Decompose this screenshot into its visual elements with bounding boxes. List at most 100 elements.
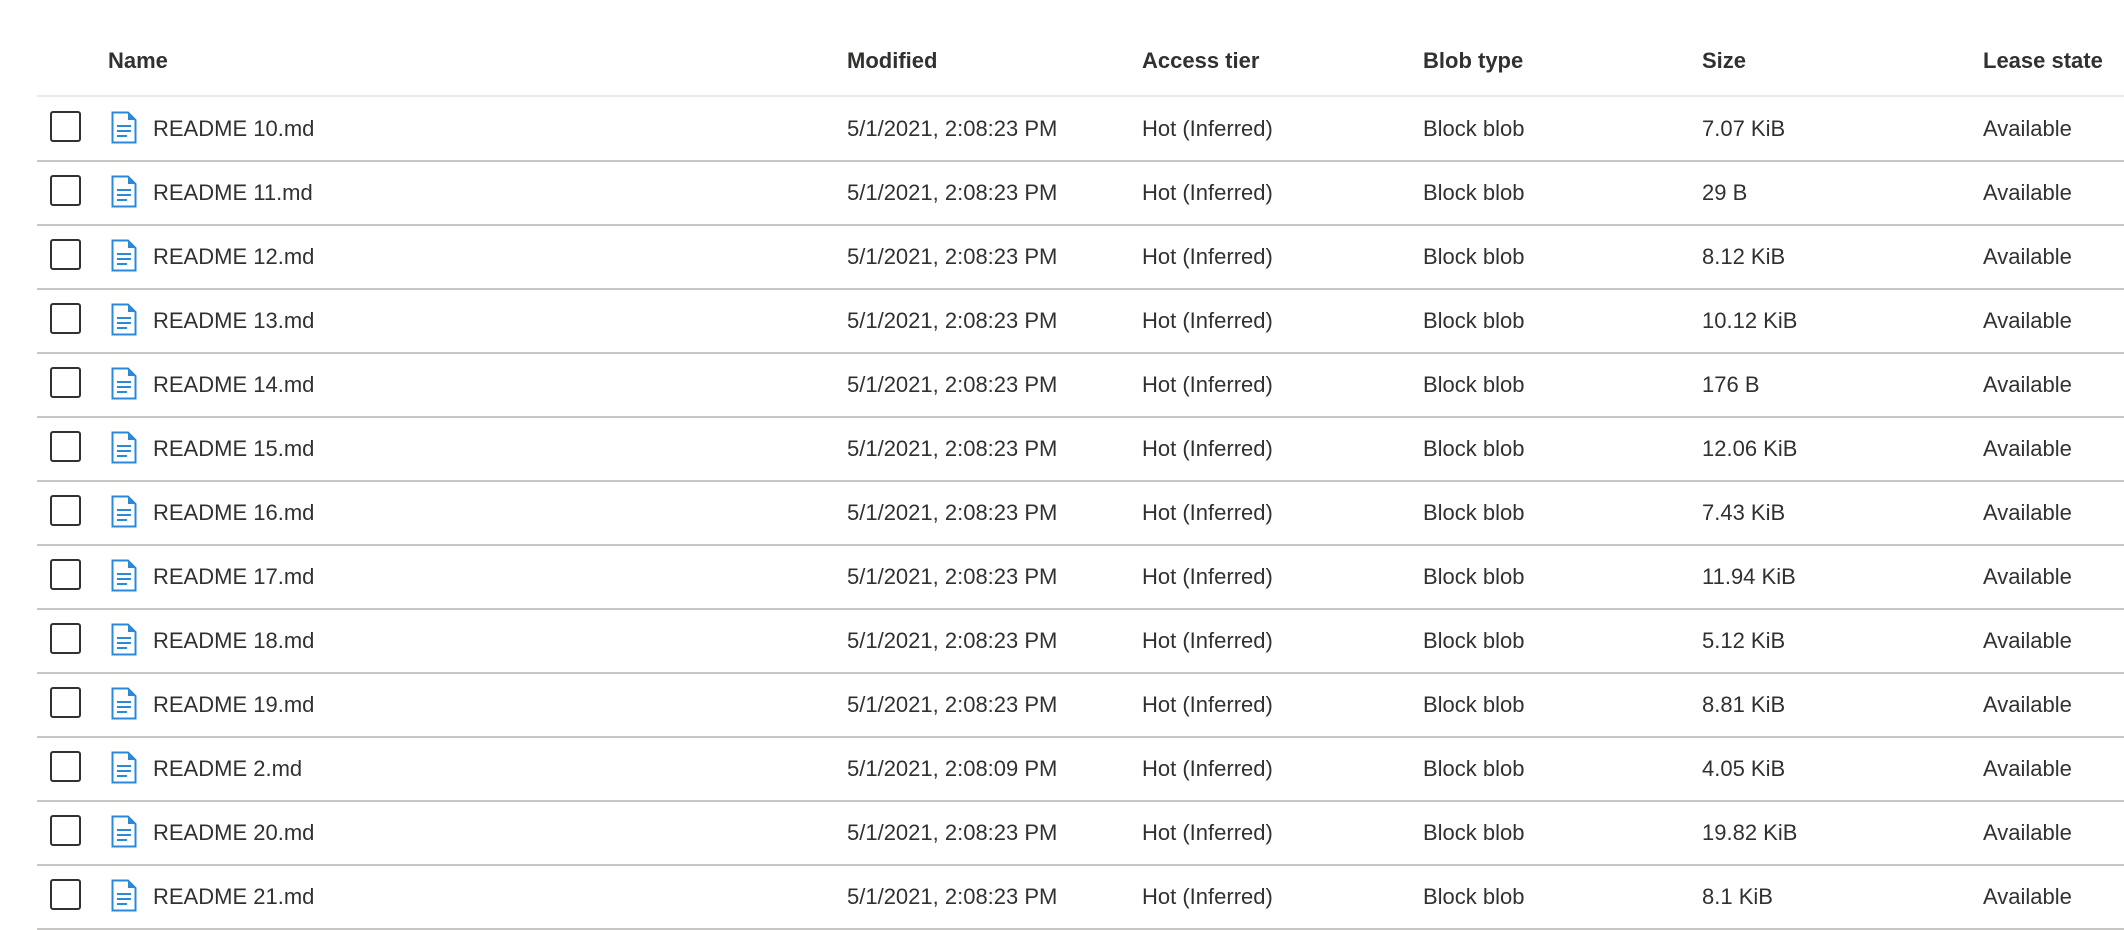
table-row[interactable]: README 15.md 5/1/2021, 2:08:23 PM Hot (Inf… xyxy=(37,417,2124,482)
blob-size: 12.06 KiB xyxy=(1702,436,1798,461)
table-row[interactable]: README 10.md 5/1/2021, 2:08:23 PM Hot (Inf… xyxy=(37,97,2124,162)
row-checkbox[interactable] xyxy=(50,879,81,910)
blob-type: Block blob xyxy=(1423,372,1525,397)
document-icon xyxy=(111,111,137,144)
modified-date: 5/1/2021, 2:08:23 PM xyxy=(847,500,1058,525)
lease-state: Available xyxy=(1983,564,2072,589)
blob-name[interactable]: README 11.md xyxy=(153,180,313,205)
document-icon xyxy=(111,879,137,912)
table-row[interactable]: README 12.md 5/1/2021, 2:08:23 PM Hot (Inf… xyxy=(37,225,2124,290)
document-icon xyxy=(111,175,137,208)
access-tier: Hot (Inferred) xyxy=(1142,180,1273,205)
column-header-lease-state[interactable]: Lease state xyxy=(1983,48,2103,73)
blob-name[interactable]: README 20.md xyxy=(153,820,315,845)
table-row[interactable]: README 20.md 5/1/2021, 2:08:23 PM Hot (Inf… xyxy=(37,801,2124,866)
access-tier: Hot (Inferred) xyxy=(1142,564,1273,589)
blob-type: Block blob xyxy=(1423,244,1525,269)
table-row[interactable]: README 16.md 5/1/2021, 2:08:23 PM Hot (Inf… xyxy=(37,481,2124,546)
row-checkbox[interactable] xyxy=(50,175,81,206)
modified-date: 5/1/2021, 2:08:23 PM xyxy=(847,436,1058,461)
row-checkbox[interactable] xyxy=(50,431,81,462)
modified-date: 5/1/2021, 2:08:23 PM xyxy=(847,692,1058,717)
column-header-name[interactable]: Name xyxy=(108,48,168,73)
table-row[interactable]: README 19.md 5/1/2021, 2:08:23 PM Hot (Inf… xyxy=(37,673,2124,738)
modified-date: 5/1/2021, 2:08:23 PM xyxy=(847,628,1058,653)
blob-size: 10.12 KiB xyxy=(1702,308,1798,333)
table-row[interactable]: README 2.md 5/1/2021, 2:08:09 PM Hot (Infe… xyxy=(37,737,2124,802)
blob-name[interactable]: README 10.md xyxy=(153,116,315,141)
table-row[interactable]: README 17.md 5/1/2021, 2:08:23 PM Hot (Inf… xyxy=(37,545,2124,610)
access-tier: Hot (Inferred) xyxy=(1142,628,1273,653)
row-checkbox[interactable] xyxy=(50,751,81,782)
row-checkbox[interactable] xyxy=(50,687,81,718)
blob-name[interactable]: README 13.md xyxy=(153,308,315,333)
document-icon xyxy=(111,687,137,720)
row-checkbox[interactable] xyxy=(50,303,81,334)
lease-state: Available xyxy=(1983,692,2072,717)
column-header-size[interactable]: Size xyxy=(1702,48,1747,73)
row-checkbox[interactable] xyxy=(50,815,81,846)
blob-size: 7.43 KiB xyxy=(1702,500,1786,525)
blob-type: Block blob xyxy=(1423,180,1525,205)
lease-state: Available xyxy=(1983,884,2072,909)
table-row[interactable]: README 13.md 5/1/2021, 2:08:23 PM Hot (Inf… xyxy=(37,289,2124,354)
blob-name[interactable]: README 19.md xyxy=(153,692,315,717)
lease-state: Available xyxy=(1983,116,2072,141)
blob-size: 4.05 KiB xyxy=(1702,756,1786,781)
access-tier: Hot (Inferred) xyxy=(1142,308,1273,333)
blob-name[interactable]: README 17.md xyxy=(153,564,315,589)
blob-name[interactable]: README 18.md xyxy=(153,628,315,653)
modified-date: 5/1/2021, 2:08:23 PM xyxy=(847,884,1058,909)
table-header: Name Modified Access tier Blob type Size… xyxy=(37,0,2124,97)
lease-state: Available xyxy=(1983,372,2072,397)
blob-size: 8.12 KiB xyxy=(1702,244,1786,269)
access-tier: Hot (Inferred) xyxy=(1142,436,1273,461)
table-row[interactable]: README 11.md 5/1/2021, 2:08:23 PM Hot (Inf… xyxy=(37,161,2124,226)
blob-name[interactable]: README 14.md xyxy=(153,372,315,397)
document-icon xyxy=(111,559,137,592)
blob-type: Block blob xyxy=(1423,884,1525,909)
blob-name[interactable]: README 12.md xyxy=(153,244,315,269)
column-header-modified[interactable]: Modified xyxy=(847,48,938,73)
blob-type: Block blob xyxy=(1423,564,1525,589)
modified-date: 5/1/2021, 2:08:23 PM xyxy=(847,244,1058,269)
row-checkbox[interactable] xyxy=(50,239,81,270)
table-row[interactable]: README 18.md 5/1/2021, 2:08:23 PM Hot (Inf… xyxy=(37,609,2124,674)
table-row[interactable]: README 21.md 5/1/2021, 2:08:23 PM Hot (Inf… xyxy=(37,865,2124,930)
blob-type: Block blob xyxy=(1423,500,1525,525)
column-header-blob-type[interactable]: Blob type xyxy=(1423,48,1524,73)
table-row[interactable]: README 14.md 5/1/2021, 2:08:23 PM Hot (Inf… xyxy=(37,353,2124,418)
modified-date: 5/1/2021, 2:08:23 PM xyxy=(847,308,1058,333)
blob-name[interactable]: README 2.md xyxy=(153,756,303,781)
lease-state: Available xyxy=(1983,308,2072,333)
document-icon xyxy=(111,431,137,464)
document-icon xyxy=(111,239,137,272)
modified-date: 5/1/2021, 2:08:09 PM xyxy=(847,756,1058,781)
document-icon xyxy=(111,623,137,656)
row-checkbox[interactable] xyxy=(50,623,81,654)
row-checkbox[interactable] xyxy=(50,367,81,398)
row-checkbox[interactable] xyxy=(50,111,81,142)
blob-type: Block blob xyxy=(1423,692,1525,717)
blob-size: 8.1 KiB xyxy=(1702,884,1773,909)
modified-date: 5/1/2021, 2:08:23 PM xyxy=(847,116,1058,141)
lease-state: Available xyxy=(1983,244,2072,269)
row-checkbox[interactable] xyxy=(50,495,81,526)
blob-name[interactable]: README 21.md xyxy=(153,884,315,909)
blob-size: 5.12 KiB xyxy=(1702,628,1786,653)
document-icon xyxy=(111,815,137,848)
access-tier: Hot (Inferred) xyxy=(1142,116,1273,141)
blob-size: 176 B xyxy=(1702,372,1760,397)
blob-name[interactable]: README 15.md xyxy=(153,436,315,461)
document-icon xyxy=(111,367,137,400)
lease-state: Available xyxy=(1983,500,2072,525)
access-tier: Hot (Inferred) xyxy=(1142,884,1273,909)
column-header-access-tier[interactable]: Access tier xyxy=(1142,48,1260,73)
blob-size: 7.07 KiB xyxy=(1702,116,1786,141)
row-checkbox[interactable] xyxy=(50,559,81,590)
blob-name[interactable]: README 16.md xyxy=(153,500,315,525)
modified-date: 5/1/2021, 2:08:23 PM xyxy=(847,372,1058,397)
blob-type: Block blob xyxy=(1423,308,1525,333)
blob-type: Block blob xyxy=(1423,436,1525,461)
document-icon xyxy=(111,495,137,528)
